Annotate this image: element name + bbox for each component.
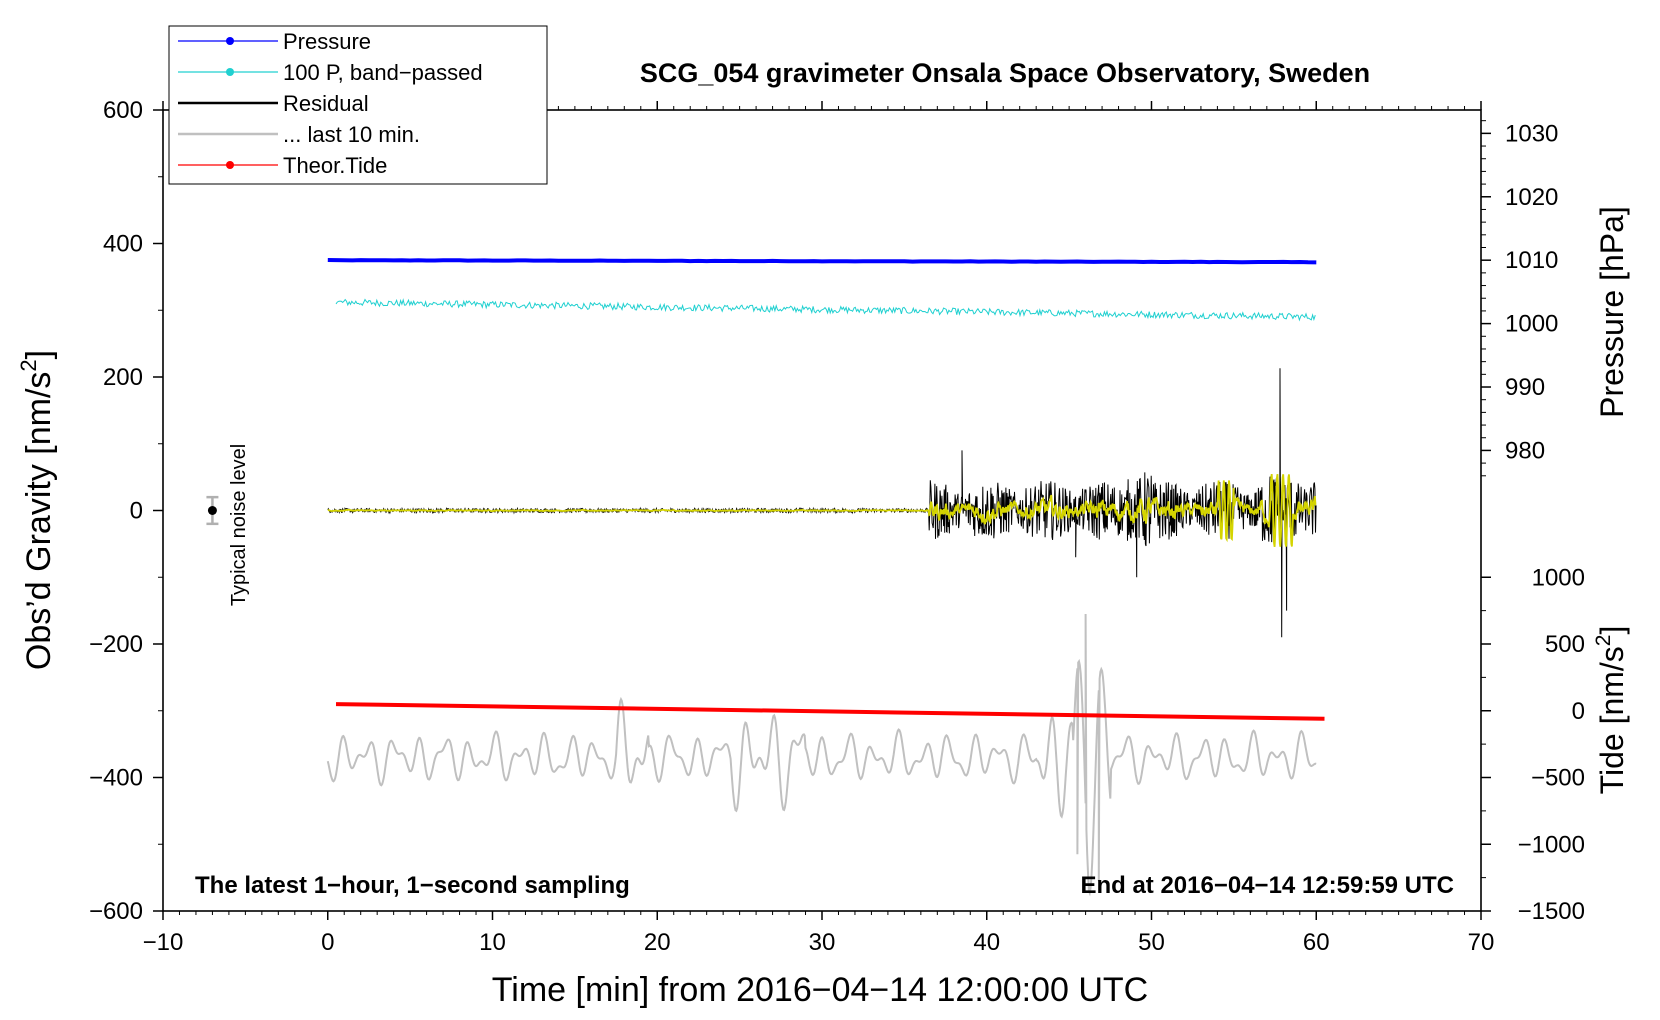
x-tick-label: 10 xyxy=(479,929,506,956)
legend-label: 100 P, band−passed xyxy=(283,60,483,85)
x-tick-label: 40 xyxy=(973,929,1000,956)
y-tick-label: 0 xyxy=(130,498,143,525)
x-tick-label: 0 xyxy=(321,929,334,956)
noise-level-label: Typical noise level xyxy=(228,444,250,606)
series-last-10-min xyxy=(326,613,1317,897)
y-axis-tide: −1500 −1000 −500 0 500 1000 xyxy=(1481,564,1585,925)
tide-axis-label-sup: 2 xyxy=(1592,635,1615,647)
tide-axis-label-end: ] xyxy=(1594,626,1630,635)
legend-box xyxy=(168,25,548,185)
noise-level-dot xyxy=(207,506,217,515)
pressure-tick-label: 1020 xyxy=(1505,184,1558,211)
y-tick-label: −400 xyxy=(89,765,143,792)
x-tick-label: 50 xyxy=(1138,929,1165,956)
y-axis-label-end: ] xyxy=(20,350,58,359)
tide-axis-label: Tide [nm/s2] xyxy=(1592,626,1630,795)
x-tick-label: −10 xyxy=(143,929,184,956)
series-layer xyxy=(326,258,1325,897)
x-tick-label: 60 xyxy=(1303,929,1330,956)
annotation-sampling: The latest 1−hour, 1−second sampling xyxy=(195,872,630,899)
y-tick-label: −600 xyxy=(89,898,143,925)
pressure-tick-label: 1010 xyxy=(1505,247,1558,274)
pressure-tick-label: 980 xyxy=(1505,437,1545,464)
tide-tick-label: 1000 xyxy=(1532,564,1585,591)
legend-label: ... last 10 min. xyxy=(283,122,420,147)
tide-tick-label: −1000 xyxy=(1518,831,1585,858)
tide-tick-label: 500 xyxy=(1545,631,1585,658)
y-tick-label: 400 xyxy=(103,231,143,258)
x-tick-label: 20 xyxy=(644,929,671,956)
legend-swatch-marker xyxy=(226,68,234,76)
chart-title: SCG_054 gravimeter Onsala Space Observat… xyxy=(640,58,1370,88)
legend-label: Theor.Tide xyxy=(283,153,387,178)
tide-tick-label: −500 xyxy=(1531,765,1585,792)
legend: Pressure 100 P, band−passed Residual ... la… xyxy=(168,25,548,185)
annotation-end-time: End at 2016−04−14 12:59:59 UTC xyxy=(1080,872,1454,899)
legend-swatch-marker xyxy=(226,37,234,45)
y-axis-label-main: Obs’d Gravity [nm/s xyxy=(20,372,58,671)
y-axis-left: −600 −400 −200 0 200 400 600 xyxy=(89,97,163,925)
series-residual-filtered xyxy=(327,473,1317,547)
y-tick-label: 600 xyxy=(103,97,143,124)
noise-level-indicator: Typical noise level xyxy=(206,444,250,606)
tide-axis-label-main: Tide [nm/s xyxy=(1594,646,1630,794)
series-pressure-band-passed xyxy=(335,298,1316,322)
x-tick-label: 30 xyxy=(809,929,836,956)
series-theoretical-tide xyxy=(335,702,1325,721)
tide-tick-label: 0 xyxy=(1572,698,1585,725)
y-axis-label: Obs’d Gravity [nm/s2] xyxy=(16,350,58,670)
pressure-tick-label: 1030 xyxy=(1505,120,1558,147)
y-axis-label-sup: 2 xyxy=(16,359,41,371)
x-axis-label: Time [min] from 2016−04−14 12:00:00 UTC xyxy=(492,971,1148,1009)
x-tick-label: 70 xyxy=(1468,929,1495,956)
legend-label: Pressure xyxy=(283,29,371,54)
pressure-tick-label: 1000 xyxy=(1505,311,1558,338)
y-tick-label: 200 xyxy=(103,364,143,391)
x-axis: −10 0 10 20 30 40 50 60 70 xyxy=(143,101,1495,956)
pressure-axis-label: Pressure [hPa] xyxy=(1594,206,1630,418)
legend-label: Residual xyxy=(283,91,369,116)
pressure-tick-label: 990 xyxy=(1505,374,1545,401)
legend-swatch-marker xyxy=(226,161,234,169)
series-pressure xyxy=(327,258,1317,265)
y-axis-pressure: 980 990 1000 1010 1020 1030 xyxy=(1481,120,1558,477)
y-tick-label: −200 xyxy=(89,631,143,658)
tide-tick-label: −1500 xyxy=(1518,898,1585,925)
